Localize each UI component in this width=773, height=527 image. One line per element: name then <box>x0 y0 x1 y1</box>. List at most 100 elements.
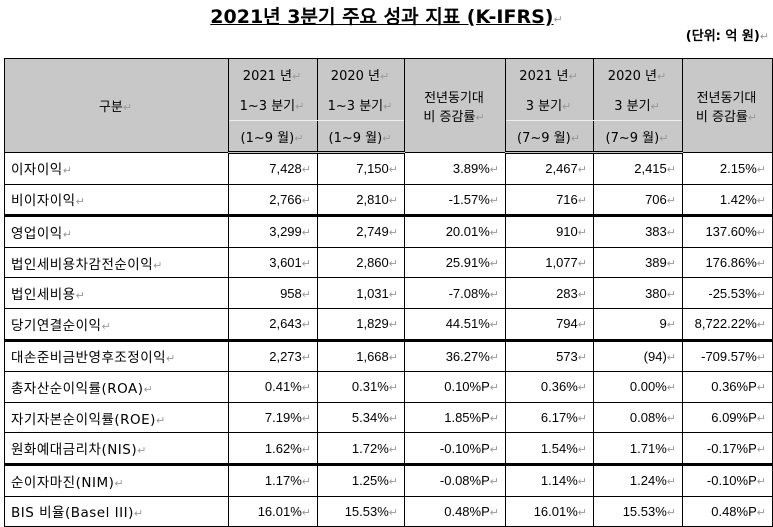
cell-value: 16.01% <box>228 495 318 527</box>
row-label: 순이자마진(NIM) <box>4 463 229 497</box>
cell-value: -1.57% <box>404 183 506 218</box>
cell-value: 383 <box>593 215 683 248</box>
cell-value: 2,810 <box>317 183 405 218</box>
cell-value: 573 <box>505 339 594 373</box>
cell-value: 389 <box>593 246 683 279</box>
cell-value: 25.91% <box>404 246 506 279</box>
row-label: 법인세비용차감전순이익 <box>4 246 229 279</box>
header-col2-period: 1~3 분기 <box>317 89 405 121</box>
header-col2-months: (1~9 월) <box>317 120 405 154</box>
cell-value: 5.34% <box>317 401 405 434</box>
table-row: BIS 비율(Basel III)16.01%15.53%0.48%P16.01… <box>4 495 773 527</box>
cell-value: 0.48%P <box>682 495 773 527</box>
cell-value: (94) <box>593 339 683 373</box>
table-row: 총자산순이익률(ROA)0.41%0.31%0.10%P0.36%0.00%0.… <box>4 371 773 403</box>
cell-value: 1,031 <box>317 277 405 309</box>
table-row: 순이자마진(NIM)1.17%1.25%-0.08%P1.14%1.24%-0.… <box>4 463 773 497</box>
cell-value: 1,668 <box>317 339 405 373</box>
cell-value: 380 <box>593 277 683 309</box>
cell-value: 3.89% <box>404 152 506 185</box>
cell-value: 36.27% <box>404 339 506 373</box>
cell-value: 1,077 <box>505 246 594 279</box>
cell-value: 137.60% <box>682 215 773 248</box>
table-row: 대손준비금반영후조정이익2,2731,66836.27%573(94)-709.… <box>4 339 773 373</box>
row-label: 영업이익 <box>4 215 229 248</box>
header-col5-months: (7~9 월) <box>593 120 683 154</box>
row-label: 자기자본순이익률(ROE) <box>4 401 229 434</box>
header-col1-months: (1~9 월) <box>228 120 318 154</box>
cell-value: -0.10%P <box>404 432 506 466</box>
cell-value: 1.17% <box>228 463 318 497</box>
header-col3: 전년동기대 비 증감률 <box>404 58 506 153</box>
table-row: 이자이익7,4287,1503.89%2,4672,4152.15% <box>4 152 773 185</box>
cell-value: 15.53% <box>593 495 683 527</box>
cell-value: 0.31% <box>317 371 405 403</box>
cell-value: 1.14% <box>505 463 594 497</box>
row-label: BIS 비율(Basel III) <box>4 495 229 527</box>
cell-value: 2,860 <box>317 246 405 279</box>
cell-value: 0.00% <box>593 371 683 403</box>
cell-value: 1.54% <box>505 432 594 466</box>
cell-value: 2,766 <box>228 183 318 218</box>
cell-value: 0.48%P <box>404 495 506 527</box>
row-label: 대손준비금반영후조정이익 <box>4 339 229 373</box>
header-col4-year: 2021 년 <box>505 58 594 89</box>
cell-value: 2,749 <box>317 215 405 248</box>
header-col1-year: 2021 년 <box>228 58 318 89</box>
cell-value: 15.53% <box>317 495 405 527</box>
cell-value: -0.10%P <box>682 463 773 497</box>
row-label: 총자산순이익률(ROA) <box>4 371 229 403</box>
table-row: 원화예대금리차(NIS)1.62%1.72%-0.10%P1.54%1.71%-… <box>4 432 773 466</box>
header-col1-period: 1~3 분기 <box>228 89 318 121</box>
cell-value: 2,643 <box>228 307 318 342</box>
row-label: 비이자이익 <box>4 183 229 218</box>
cell-value: 794 <box>505 307 594 342</box>
table-row: 비이자이익2,7662,810-1.57%7167061.42% <box>4 183 773 218</box>
cell-value: 2,415 <box>593 152 683 185</box>
cell-value: 3,299 <box>228 215 318 248</box>
header-category: 구분 <box>4 58 229 153</box>
cell-value: 6.09%P <box>682 401 773 434</box>
cell-value: 958 <box>228 277 318 309</box>
row-label: 당기연결순이익 <box>4 307 229 342</box>
cell-value: -709.57% <box>682 339 773 373</box>
cell-value: 1.71% <box>593 432 683 466</box>
cell-value: 9 <box>593 307 683 342</box>
cell-value: 1.42% <box>682 183 773 218</box>
cell-value: 7.19% <box>228 401 318 434</box>
cell-value: 716 <box>505 183 594 218</box>
cell-value: 1.72% <box>317 432 405 466</box>
row-label: 이자이익 <box>4 152 229 185</box>
cell-value: 1.85%P <box>404 401 506 434</box>
cell-value: 6.17% <box>505 401 594 434</box>
table-row: 영업이익3,2992,74920.01%910383137.60% <box>4 215 773 248</box>
header-col4-period: 3 분기 <box>505 89 594 121</box>
cell-value: 1.25% <box>317 463 405 497</box>
cell-value: 0.36%P <box>682 371 773 403</box>
cell-value: 1.24% <box>593 463 683 497</box>
cell-value: -7.08% <box>404 277 506 309</box>
header-col5-year: 2020 년 <box>593 58 683 89</box>
document-title: 2021년 3분기 주요 성과 지표 (K-IFRS) <box>0 2 773 29</box>
cell-value: 44.51% <box>404 307 506 342</box>
cell-value: 283 <box>505 277 594 309</box>
cell-value: 2,467 <box>505 152 594 185</box>
cell-value: 910 <box>505 215 594 248</box>
cell-value: 0.10%P <box>404 371 506 403</box>
cell-value: 7,428 <box>228 152 318 185</box>
cell-value: -25.53% <box>682 277 773 309</box>
cell-value: 3,601 <box>228 246 318 279</box>
cell-value: 706 <box>593 183 683 218</box>
unit-label: (단위: 억 원) <box>686 25 769 44</box>
row-label: 법인세비용 <box>4 277 229 309</box>
cell-value: 7,150 <box>317 152 405 185</box>
cell-value: 8,722.22% <box>682 307 773 342</box>
cell-value: 2.15% <box>682 152 773 185</box>
table-row: 당기연결순이익2,6431,82944.51%79498,722.22% <box>4 307 773 342</box>
cell-value: -0.17%P <box>682 432 773 466</box>
table-row: 법인세비용9581,031-7.08%283380-25.53% <box>4 277 773 309</box>
header-col2-year: 2020 년 <box>317 58 405 89</box>
header-col5-period: 3 분기 <box>593 89 683 121</box>
title-text: 2021년 3분기 주요 성과 지표 (K-IFRS) <box>210 6 554 28</box>
